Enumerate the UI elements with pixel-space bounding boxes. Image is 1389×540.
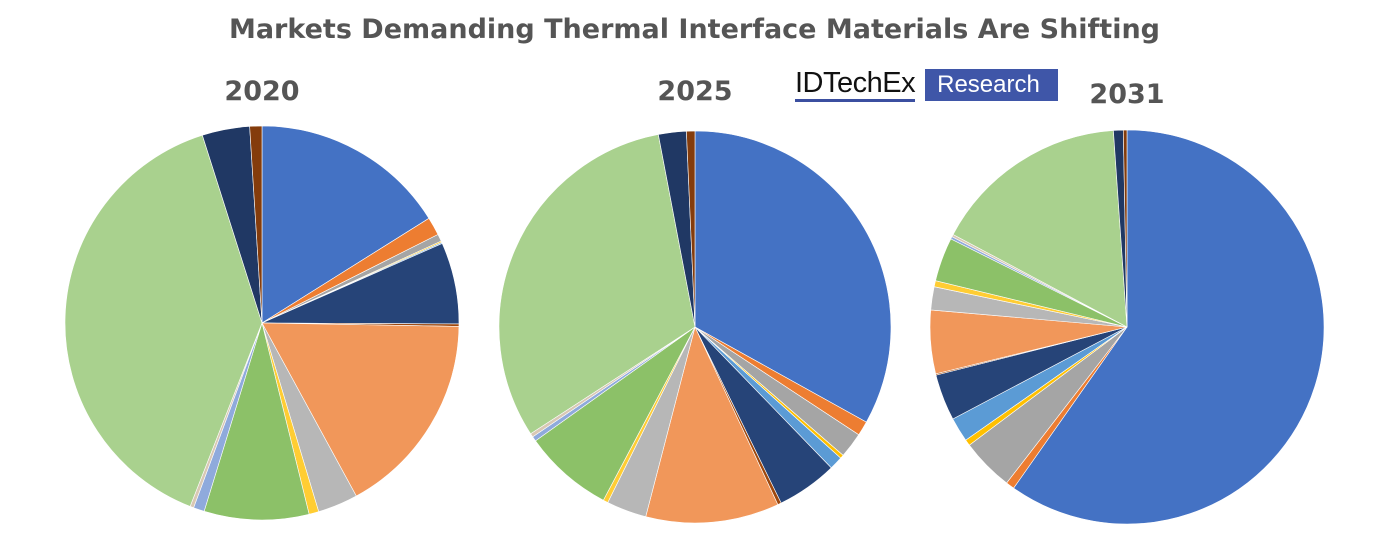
- pie-slice: [249, 125, 263, 324]
- year-label-2025: 2025: [657, 76, 733, 107]
- pie-slice: [64, 134, 263, 507]
- chart-title: Markets Demanding Thermal Interface Mate…: [228, 14, 1161, 45]
- logo-brand: IDTechEx: [795, 68, 916, 102]
- pie-slice: [686, 130, 696, 328]
- logo-tag: Research: [925, 69, 1059, 101]
- pie-slice: [694, 130, 892, 423]
- pie-2020: [64, 125, 460, 521]
- pie-slice: [952, 130, 1128, 328]
- year-label-2020: 2020: [224, 76, 300, 107]
- pie-slice: [645, 326, 779, 524]
- pie-slice: [498, 134, 696, 435]
- pie-slice: [261, 125, 430, 324]
- pie-2025: [498, 130, 892, 524]
- pie-slice: [1122, 129, 1128, 328]
- pie-slice: [1013, 129, 1325, 525]
- idtechex-logo: IDTechEx Research: [795, 66, 1059, 104]
- year-label-2031: 2031: [1089, 79, 1165, 110]
- pie-2031: [929, 129, 1325, 525]
- pie-slice: [261, 322, 460, 497]
- pie-slice: [203, 321, 310, 521]
